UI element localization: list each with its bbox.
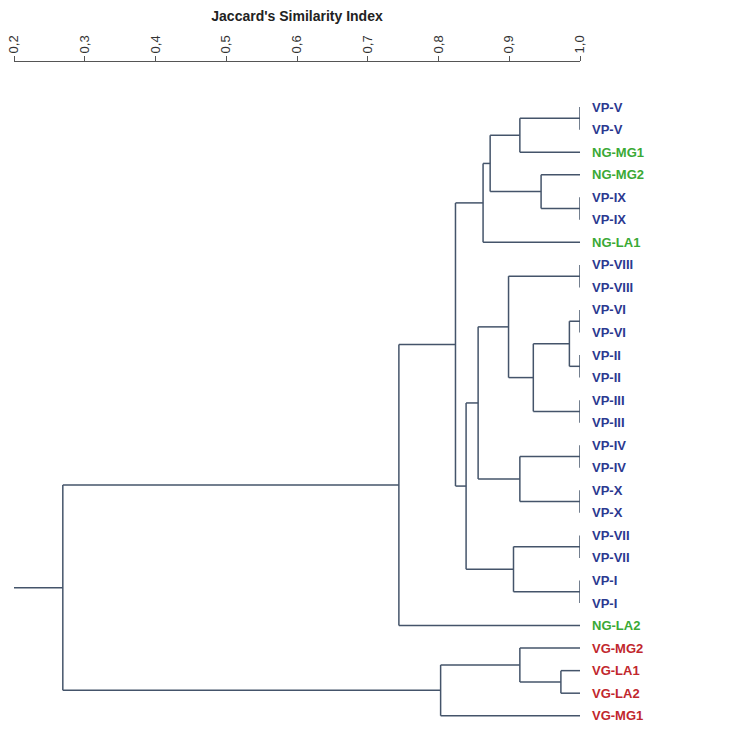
svg-text:Jaccard's Similarity Index: Jaccard's Similarity Index: [211, 8, 383, 24]
svg-text:VP-X: VP-X: [592, 505, 623, 520]
svg-text:VP-V: VP-V: [592, 100, 623, 115]
svg-text:VP-II: VP-II: [592, 348, 621, 363]
svg-text:0,7: 0,7: [360, 35, 375, 53]
svg-text:VP-VI: VP-VI: [592, 302, 626, 317]
svg-text:VP-III: VP-III: [592, 393, 625, 408]
svg-text:0,6: 0,6: [289, 35, 304, 53]
svg-text:VP-IV: VP-IV: [592, 438, 626, 453]
svg-text:VG-LA2: VG-LA2: [592, 686, 640, 701]
svg-text:VP-IX: VP-IX: [592, 190, 626, 205]
svg-text:1,0: 1,0: [572, 35, 587, 53]
svg-text:NG-LA1: NG-LA1: [592, 235, 640, 250]
svg-text:VP-VIII: VP-VIII: [592, 280, 633, 295]
svg-text:NG-MG2: NG-MG2: [592, 167, 644, 182]
svg-text:VG-LA1: VG-LA1: [592, 663, 640, 678]
svg-text:VP-I: VP-I: [592, 573, 617, 588]
svg-text:VG-MG1: VG-MG1: [592, 708, 643, 723]
svg-text:0,9: 0,9: [501, 35, 516, 53]
svg-text:VP-X: VP-X: [592, 483, 623, 498]
svg-text:NG-MG1: NG-MG1: [592, 145, 644, 160]
svg-text:VP-VIII: VP-VIII: [592, 257, 633, 272]
svg-text:VP-VII: VP-VII: [592, 550, 630, 565]
svg-text:VP-V: VP-V: [592, 122, 623, 137]
svg-text:0,4: 0,4: [148, 35, 163, 53]
svg-text:VP-IX: VP-IX: [592, 212, 626, 227]
svg-text:NG-LA2: NG-LA2: [592, 618, 640, 633]
svg-text:VP-VI: VP-VI: [592, 325, 626, 340]
svg-text:VG-MG2: VG-MG2: [592, 641, 643, 656]
svg-text:VP-VII: VP-VII: [592, 528, 630, 543]
svg-text:0,8: 0,8: [431, 35, 446, 53]
svg-text:0,5: 0,5: [218, 35, 233, 53]
svg-text:VP-I: VP-I: [592, 596, 617, 611]
svg-text:VP-II: VP-II: [592, 370, 621, 385]
svg-text:VP-IV: VP-IV: [592, 460, 626, 475]
svg-text:0,2: 0,2: [6, 35, 21, 53]
svg-text:VP-III: VP-III: [592, 415, 625, 430]
svg-text:0,3: 0,3: [77, 35, 92, 53]
